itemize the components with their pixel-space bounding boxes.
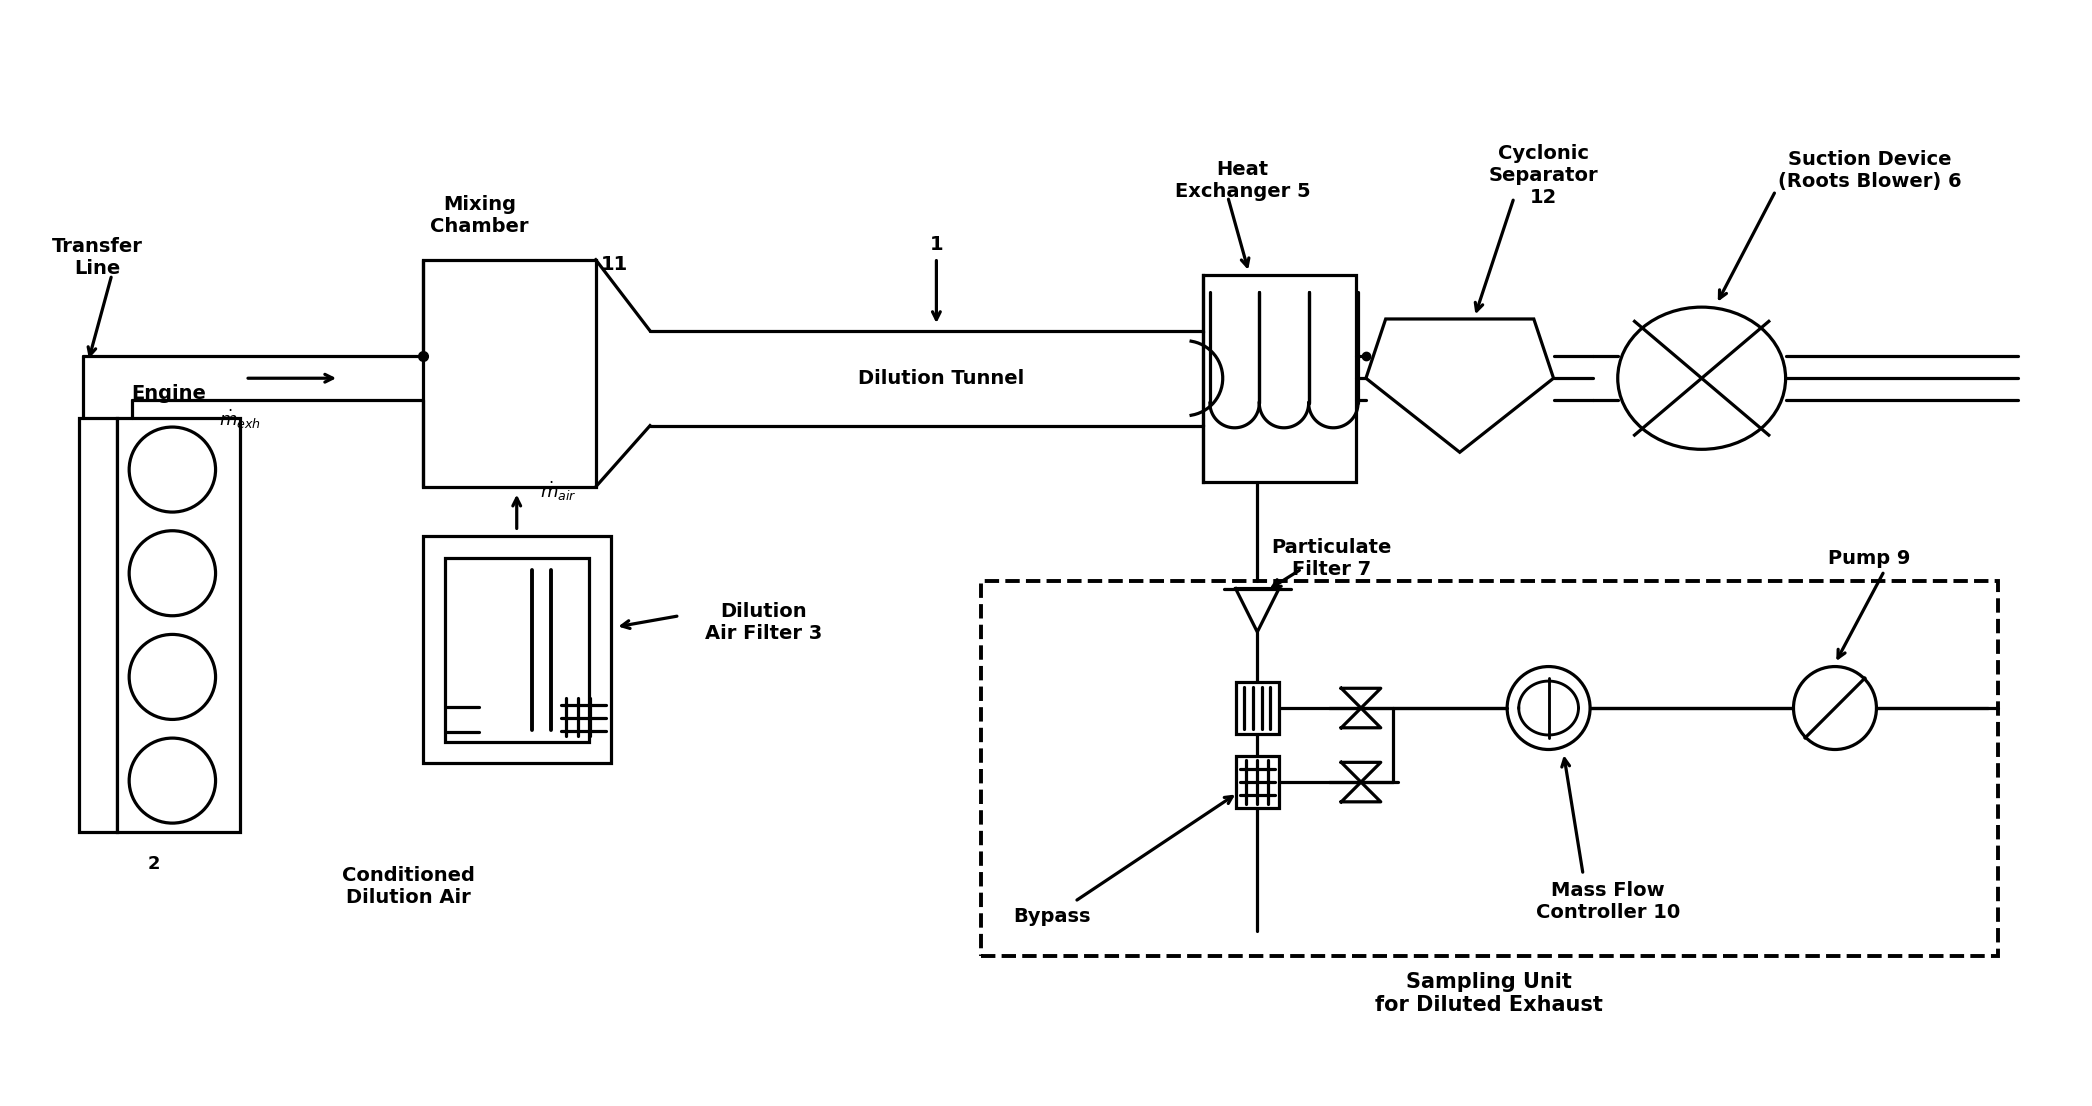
Text: Bypass: Bypass: [1013, 907, 1090, 926]
Bar: [1236, 757, 1278, 807]
Text: Particulate
Filter 7: Particulate Filter 7: [1272, 539, 1391, 580]
Bar: [79, 418, 117, 833]
Text: Pump 9: Pump 9: [1828, 550, 1910, 568]
Text: Engine: Engine: [132, 384, 207, 403]
Circle shape: [1506, 667, 1590, 750]
Polygon shape: [1366, 319, 1554, 452]
Text: Conditioned
Dilution Air: Conditioned Dilution Air: [341, 866, 475, 907]
Text: Heat
Exchanger 5: Heat Exchanger 5: [1176, 160, 1310, 201]
Text: Mass Flow
Controller 10: Mass Flow Controller 10: [1536, 881, 1680, 922]
Bar: [1203, 274, 1356, 482]
Bar: [423, 260, 596, 487]
Bar: [117, 418, 241, 833]
Text: $\dot{m}_{exh}$: $\dot{m}_{exh}$: [220, 408, 262, 431]
Text: Transfer
Line: Transfer Line: [52, 238, 142, 279]
Text: 11: 11: [600, 255, 628, 274]
Ellipse shape: [1617, 307, 1787, 449]
Ellipse shape: [130, 635, 215, 719]
Text: Sampling Unit
for Diluted Exhaust: Sampling Unit for Diluted Exhaust: [1374, 972, 1602, 1015]
Ellipse shape: [130, 427, 215, 512]
Ellipse shape: [130, 738, 215, 823]
Text: Dilution
Air Filter 3: Dilution Air Filter 3: [705, 602, 822, 643]
Text: Mixing
Chamber: Mixing Chamber: [431, 195, 529, 236]
Circle shape: [1793, 667, 1877, 750]
Bar: [446, 557, 588, 742]
Bar: [1236, 682, 1278, 733]
Text: Cyclonic
Separator
12: Cyclonic Separator 12: [1490, 144, 1598, 207]
Text: $\dot{m}_{air}$: $\dot{m}_{air}$: [540, 480, 577, 503]
Ellipse shape: [130, 531, 215, 616]
Text: Dilution Tunnel: Dilution Tunnel: [858, 368, 1025, 388]
Bar: [423, 536, 611, 763]
Text: 2: 2: [149, 855, 161, 873]
Text: 1: 1: [929, 236, 943, 254]
Text: Suction Device
(Roots Blower) 6: Suction Device (Roots Blower) 6: [1778, 150, 1962, 191]
Bar: [981, 581, 1998, 956]
